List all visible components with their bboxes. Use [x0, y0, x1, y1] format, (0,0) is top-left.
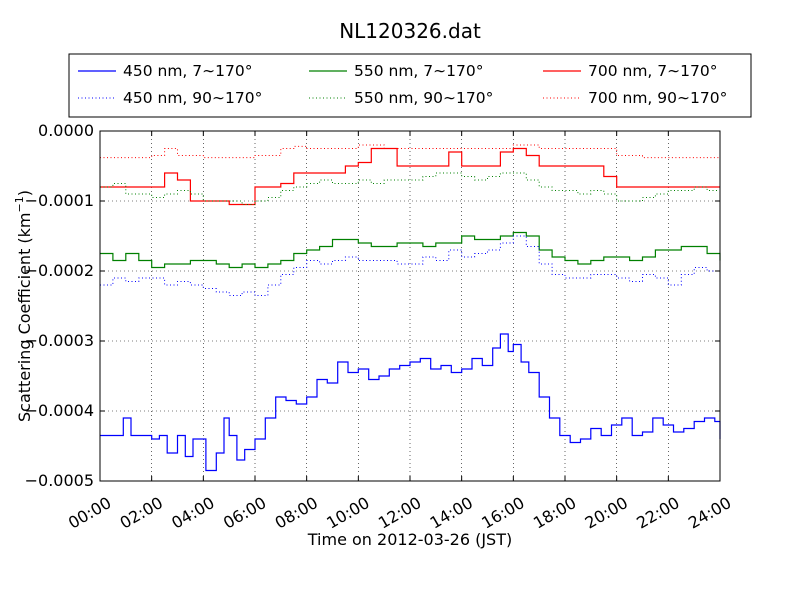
grid-lines [100, 131, 720, 481]
legend-box [68, 53, 752, 118]
x-axis-label: Time on 2012-03-26 (JST) [307, 530, 512, 549]
legend: 450 nm, 7∼170° 550 nm, 7∼170° 700 nm, 7∼17… [68, 53, 752, 118]
legend-label-3: 450 nm, 90∼170° [123, 89, 262, 107]
legend-label-1: 550 nm, 7∼170° [354, 62, 483, 80]
y-axis-label-close: ) [15, 190, 34, 196]
legend-label-0: 450 nm, 7∼170° [123, 62, 252, 80]
y-axis-label-sup: −1 [13, 196, 26, 212]
y-tick-label: 0.0000 [38, 121, 94, 140]
series-line-5 [100, 144, 720, 159]
series-line-0 [100, 333, 721, 472]
y-tick-label: −0.0004 [25, 401, 94, 420]
y-tick-label: −0.0002 [25, 261, 94, 280]
series-line-3 [100, 235, 721, 296]
y-tick-label: −0.0003 [25, 331, 94, 350]
legend-label-4: 550 nm, 90∼170° [354, 89, 493, 107]
legend-label-5: 700 nm, 90∼170° [588, 89, 727, 107]
y-axis-label-main: Scattering Coefficient (km [15, 212, 34, 422]
y-tick-label: −0.0005 [25, 471, 94, 490]
series-line-1 [100, 231, 721, 269]
y-tick-label: −0.0001 [25, 191, 94, 210]
y-axis-label: Scattering Coefficient (km−1) [13, 190, 34, 422]
chart-title: NL120326.dat [339, 19, 481, 43]
plot-series [100, 144, 721, 472]
legend-label-2: 700 nm, 7∼170° [588, 62, 717, 80]
